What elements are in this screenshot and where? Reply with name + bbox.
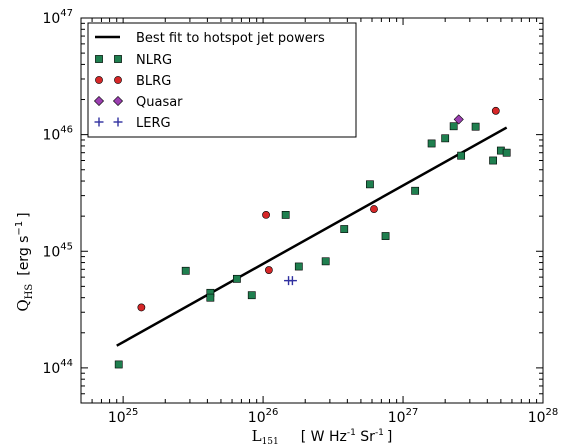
x-axis-label: L151[ W Hz-1 Sr-1] xyxy=(252,427,393,447)
nlrg-point xyxy=(427,139,436,148)
nlrg-point xyxy=(441,134,450,143)
legend-box xyxy=(87,22,357,138)
y-tick-label: 1047 xyxy=(42,8,73,27)
legend-fit-line-label: Best fit to hotspot jet powers xyxy=(136,31,325,46)
legend-quasar-marker xyxy=(93,95,105,107)
nlrg-point xyxy=(114,360,123,369)
legend-nlrg-marker xyxy=(95,55,103,63)
nlrg-point xyxy=(502,148,511,157)
nlrg-point xyxy=(281,211,290,219)
legend: Best fit to hotspot jet powers NLRG BLRG Q… xyxy=(87,22,357,138)
quasar-point xyxy=(453,114,464,125)
legend-lerg-label: LERG xyxy=(136,116,171,131)
lerg-point xyxy=(287,276,297,286)
nlrg-point xyxy=(411,186,420,195)
y-axis-label: QHS[erg s−1] xyxy=(14,212,35,311)
y-tick-label: 1046 xyxy=(42,125,73,144)
nlrg-point xyxy=(457,151,466,160)
nlrg-point xyxy=(340,225,349,233)
nlrg-point xyxy=(206,293,215,302)
plot-frame xyxy=(80,17,544,404)
legend-nlrg-label: NLRG xyxy=(136,53,172,68)
x-tick-label: 1028 xyxy=(528,407,559,426)
legend-blrg-marker xyxy=(114,76,122,84)
x-tick-label: 1026 xyxy=(248,407,279,426)
axes: 1025 1026 1027 1028 1044 1045 1046 1047 xyxy=(42,8,558,426)
nlrg-point xyxy=(449,122,458,131)
nlrg-point xyxy=(381,232,390,240)
plot-area xyxy=(114,106,511,369)
best-fit-line xyxy=(116,126,508,347)
blrg-point xyxy=(370,205,378,213)
legend-lerg-marker xyxy=(94,117,104,127)
y-tick-label: 1045 xyxy=(42,241,73,260)
y-tick-label: 1044 xyxy=(42,358,73,377)
x-tick-label: 1027 xyxy=(388,407,419,426)
legend-nlrg-marker xyxy=(114,55,122,63)
blrg-point xyxy=(491,106,500,115)
legend-blrg-label: BLRG xyxy=(136,74,171,89)
blrg-point xyxy=(262,211,270,219)
blrg-point xyxy=(264,266,273,274)
x-tick-label: 1025 xyxy=(108,407,139,426)
nlrg-point xyxy=(233,274,241,283)
legend-blrg-marker xyxy=(95,76,103,84)
blrg-point xyxy=(137,303,146,312)
nlrg-point xyxy=(181,266,190,275)
nlrg-point xyxy=(294,262,303,271)
nlrg-point xyxy=(471,122,480,131)
legend-lerg-marker xyxy=(113,117,123,127)
legend-quasar-label: Quasar xyxy=(136,95,183,110)
nlrg-point xyxy=(489,156,497,165)
nlrg-point xyxy=(366,180,374,189)
nlrg-point xyxy=(321,257,330,266)
nlrg-point xyxy=(247,291,256,300)
legend-quasar-marker xyxy=(112,95,124,107)
